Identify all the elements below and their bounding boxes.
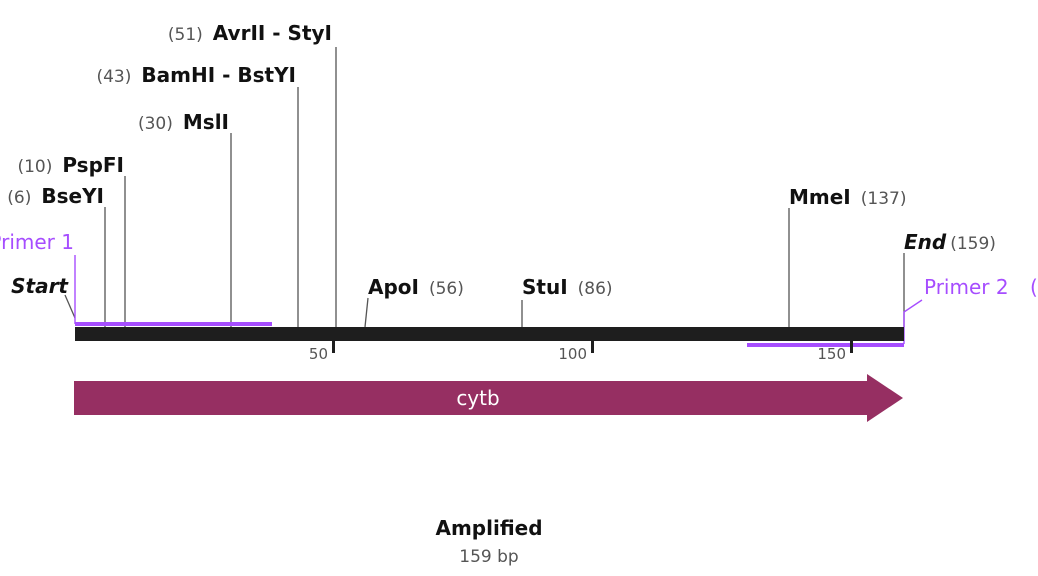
leader-apoi — [364, 297, 369, 328]
site-bseyi[interactable]: (6) BseYI — [7, 184, 104, 208]
site-name: PspFI — [62, 153, 124, 177]
primer-2-paren: ( — [1030, 275, 1038, 299]
site-avrii-styi[interactable]: (51) AvrII - StyI — [168, 21, 332, 45]
site-pos: (10) — [17, 157, 52, 177]
tick-150 — [850, 341, 853, 353]
site-pspfi[interactable]: (10) PspFI — [17, 153, 124, 177]
site-name: MmeI — [789, 185, 851, 209]
site-msli[interactable]: (30) MslI — [138, 110, 229, 134]
site-pos: (6) — [7, 188, 31, 208]
primer-2-bar[interactable] — [747, 343, 904, 347]
tick-label-100: 100 — [558, 345, 587, 363]
site-name: BamHI - BstYI — [141, 63, 296, 87]
site-pos: (86) — [578, 279, 613, 299]
site-pos: (137) — [861, 189, 907, 209]
tick-100 — [591, 341, 594, 353]
site-pos: (56) — [429, 279, 464, 299]
feature-cytb-label: cytb — [456, 386, 499, 410]
end-label: End — [904, 230, 947, 254]
site-name: AvrII - StyI — [213, 21, 332, 45]
footer-title: Amplified — [435, 516, 542, 540]
site-name: MslI — [183, 110, 229, 134]
primer-1-label[interactable]: Primer 1 — [0, 230, 74, 254]
primer-2-label[interactable]: Primer 2 — [924, 275, 1009, 299]
tick-50 — [332, 341, 335, 353]
primer-2-leader — [903, 299, 923, 344]
sequence-backbone[interactable] — [75, 327, 904, 341]
site-name: StuI — [522, 275, 568, 299]
site-pos: (30) — [138, 114, 173, 134]
site-mmei[interactable]: MmeI (137) — [789, 185, 906, 209]
site-pos: (43) — [96, 67, 131, 87]
feature-cytb-arrow[interactable] — [74, 374, 903, 422]
tick-label-150: 150 — [817, 345, 846, 363]
site-apoi[interactable]: ApoI (56) — [368, 275, 464, 299]
leader-start — [64, 294, 76, 319]
site-pos: (51) — [168, 25, 203, 45]
footer-subtitle: 159 bp — [459, 547, 518, 567]
site-name: ApoI — [368, 275, 419, 299]
end-marker[interactable]: End (159) — [904, 230, 996, 254]
start-label: Start — [11, 274, 69, 298]
site-bamhi-bstyi[interactable]: (43) BamHI - BstYI — [96, 63, 296, 87]
tick-label-50: 50 — [309, 345, 328, 363]
site-name: BseYI — [41, 184, 104, 208]
end-pos: (159) — [950, 234, 996, 254]
site-stui[interactable]: StuI (86) — [522, 275, 613, 299]
primer-1-bar[interactable] — [75, 322, 272, 326]
